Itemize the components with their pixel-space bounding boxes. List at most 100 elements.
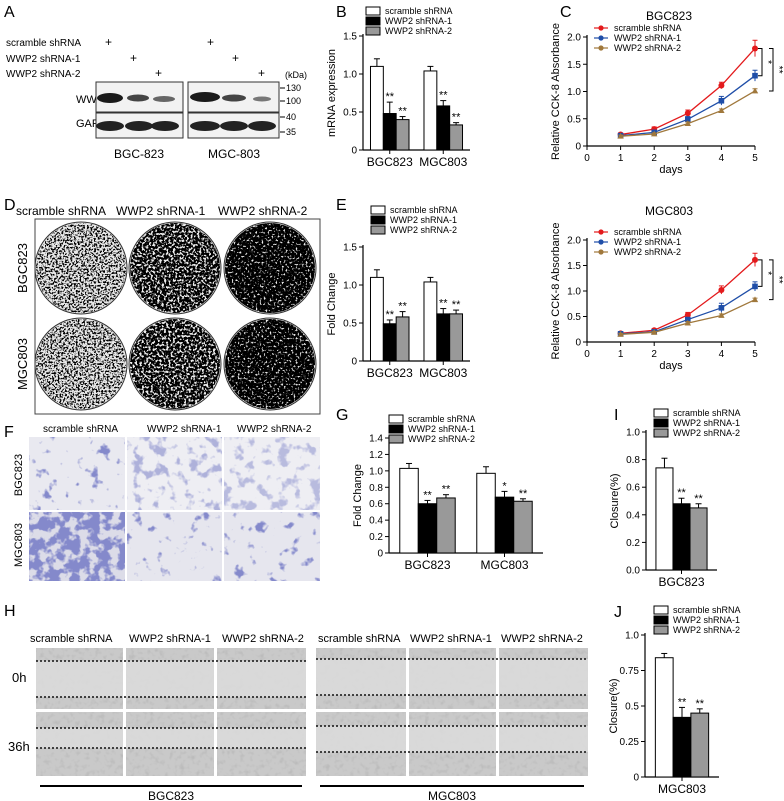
legend-label: WWP2 shRNA-2 bbox=[614, 247, 681, 257]
y-tick-label: 0.8 bbox=[626, 455, 640, 466]
bar bbox=[436, 105, 451, 151]
legend-swatch bbox=[365, 26, 381, 36]
x-tick-label: 2 bbox=[651, 349, 657, 360]
col-label: WWP2 shRNA-2 bbox=[218, 204, 308, 218]
data-point bbox=[752, 72, 758, 79]
bar bbox=[382, 113, 397, 151]
data-point bbox=[684, 319, 691, 326]
y-tick-label: 0 bbox=[351, 146, 357, 157]
data-point bbox=[684, 110, 691, 117]
x-tick-label: 5 bbox=[752, 349, 758, 360]
colony-plate bbox=[34, 317, 128, 411]
panel-letter: G bbox=[336, 407, 348, 424]
bar bbox=[689, 507, 708, 571]
panel-d: D scramble shRNA WWP2 shRNA-1 WWP2 shRNA… bbox=[4, 197, 321, 415]
legend-swatch bbox=[653, 408, 669, 418]
marker-label: 100 bbox=[286, 96, 301, 106]
significance-mark: * bbox=[762, 271, 773, 275]
marker-label: 130 bbox=[286, 83, 301, 93]
bar bbox=[395, 119, 410, 151]
series-line bbox=[620, 75, 756, 137]
charts-layer: B 0 0.5 1.0 1.5 mRNA expression scramble shRNA… bbox=[326, 4, 784, 796]
chart-i: I 0.0 0.2 0.4 0.6 0.8 1.0 Closure(%) scramble sh… bbox=[609, 407, 741, 589]
y-axis-label: Fold Change bbox=[326, 273, 338, 336]
legend-swatch bbox=[653, 625, 669, 635]
legend-label: WWP2 shRNA-1 bbox=[614, 33, 681, 43]
panel-h: H scramble shRNA WWP2 shRNA-1 WWP2 shRNA… bbox=[4, 603, 588, 801]
legend-label: WWP2 shRNA-1 bbox=[408, 424, 475, 434]
y-tick-label: 0.2 bbox=[626, 538, 640, 549]
y-tick-label: 0.5 bbox=[343, 319, 357, 330]
x-tick-label: 3 bbox=[685, 153, 691, 164]
y-tick-label: 1.0 bbox=[626, 428, 640, 439]
bar bbox=[369, 276, 384, 362]
significance-mark: ** bbox=[452, 299, 461, 311]
plus-mark: + bbox=[207, 35, 214, 49]
legend-label: WWP2 shRNA-2 bbox=[385, 26, 452, 36]
data-point bbox=[718, 305, 725, 311]
y-tick-label: 0 bbox=[377, 549, 383, 560]
legend-swatch bbox=[388, 424, 404, 434]
y-axis-label: Closure(%) bbox=[609, 473, 621, 528]
colony-plate bbox=[223, 317, 317, 411]
data-point bbox=[718, 286, 725, 293]
legend-label: scramble shRNA bbox=[408, 414, 476, 424]
panel-a: A scramble shRNA WWP2 shRNA-1 WWP2 shRNA… bbox=[4, 4, 307, 161]
x-axis-label: days bbox=[659, 360, 683, 372]
y-tick-label: 1.5 bbox=[343, 32, 357, 43]
col-label: WWP2 shRNA-1 bbox=[147, 424, 222, 435]
significance-bracket bbox=[758, 47, 763, 77]
cell-line-label: MGC-803 bbox=[208, 147, 260, 161]
legend-label: scramble shRNA bbox=[614, 23, 682, 33]
significance-mark: ** bbox=[694, 493, 703, 505]
significance-mark: ** bbox=[439, 90, 448, 102]
panel-letter-a: A bbox=[4, 4, 15, 21]
x-tick-label: BGC823 bbox=[367, 155, 413, 169]
y-tick-label: 1.5 bbox=[567, 261, 581, 272]
colony-plate bbox=[128, 221, 222, 315]
col-label: scramble shRNA bbox=[30, 633, 113, 645]
y-tick-label: 1.2 bbox=[369, 450, 383, 461]
data-point bbox=[617, 132, 624, 139]
legend-swatch bbox=[365, 16, 381, 26]
bar bbox=[423, 281, 438, 362]
chart-g: G 0 0.2 0.4 0.6 0.8 1.0 1.2 1.4 Fold Change scramb… bbox=[336, 407, 543, 572]
panel-f: F scramble shRNA WWP2 shRNA-1 WWP2 shRNA… bbox=[4, 424, 320, 581]
y-tick-label: 0.4 bbox=[369, 516, 383, 527]
row-label-sh2: WWP2 shRNA-2 bbox=[6, 69, 81, 80]
x-tick-label: 5 bbox=[752, 153, 758, 164]
colony-plate bbox=[34, 221, 128, 315]
y-axis-label: Relative CCK-8 Absorbance bbox=[550, 223, 562, 360]
data-point bbox=[718, 107, 725, 113]
y-tick-label: 0.8 bbox=[369, 483, 383, 494]
y-axis-label: mRNA expression bbox=[326, 49, 338, 137]
y-tick-label: 0.5 bbox=[343, 108, 357, 119]
col-label: WWP2 shRNA-2 bbox=[501, 633, 583, 645]
bar bbox=[423, 70, 438, 151]
y-tick-label: 2.0 bbox=[567, 33, 581, 44]
chart-c1: C BGC823 0 0.5 1.0 1.5 2.0 Relative CCK-8 Absor… bbox=[550, 4, 784, 176]
band bbox=[96, 92, 276, 131]
marker-label: 40 bbox=[286, 112, 296, 122]
y-tick-label: 1.4 bbox=[369, 434, 383, 445]
y-axis-label: Closure(%) bbox=[608, 678, 620, 733]
y-tick-label: 0.5 bbox=[567, 114, 581, 125]
legend-swatch bbox=[370, 215, 386, 225]
col-label: WWP2 shRNA-1 bbox=[410, 633, 492, 645]
y-tick-label: 1.0 bbox=[369, 466, 383, 477]
cell-line-label: BGC-823 bbox=[114, 147, 164, 161]
legend-label: WWP2 shRNA-1 bbox=[385, 16, 452, 26]
y-tick-label: 1.0 bbox=[343, 70, 357, 81]
significance-bracket bbox=[769, 259, 774, 301]
panel-letter-h: H bbox=[4, 603, 16, 620]
panel-letter-d: D bbox=[4, 197, 16, 214]
significance-mark: ** bbox=[773, 66, 784, 74]
plus-mark: + bbox=[130, 51, 137, 65]
legend-label: WWP2 shRNA-2 bbox=[673, 428, 740, 438]
legend-marker bbox=[598, 45, 604, 51]
x-tick-label: 0 bbox=[584, 349, 590, 360]
x-tick-label: 4 bbox=[719, 153, 725, 164]
data-point bbox=[751, 87, 759, 94]
significance-mark: ** bbox=[385, 309, 394, 321]
significance-mark: ** bbox=[519, 488, 528, 500]
